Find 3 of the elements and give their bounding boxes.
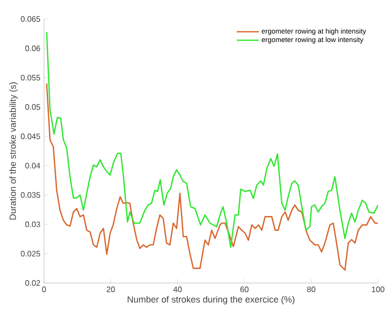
x-axis-title: Number of strokes during the exercice (%) — [128, 296, 294, 304]
line-series — [46, 82, 378, 271]
y-axis-title: Duration of the stroke variability (s) — [9, 82, 18, 220]
